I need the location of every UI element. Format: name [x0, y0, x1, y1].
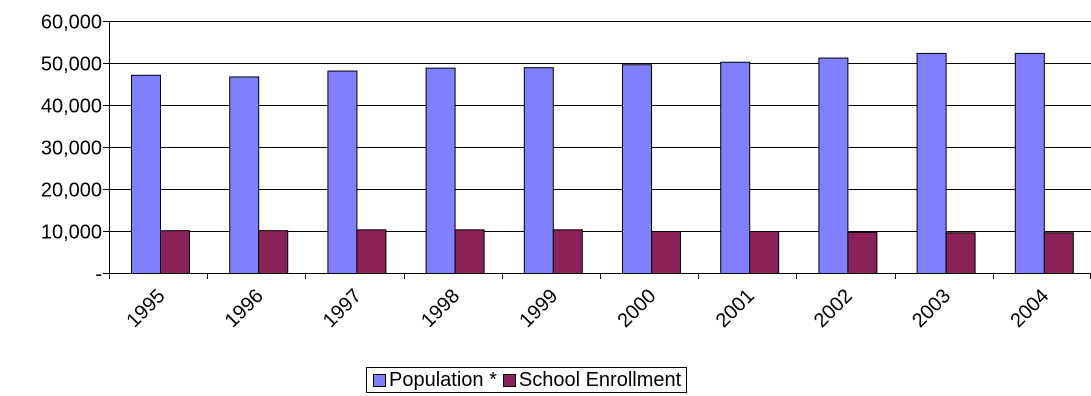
legend-swatch-population [373, 373, 386, 387]
legend-swatch-school-enrollment [502, 373, 516, 387]
y-tick-label: 60,000 [41, 12, 102, 34]
legend-item-school-enrollment: School Enrollment [502, 368, 682, 392]
bar-school-enrollment [1043, 232, 1074, 274]
legend-item-population: Population * [373, 369, 497, 392]
bar-school-enrollment [749, 231, 780, 274]
legend-label-school-enrollment: School Enrollment [518, 368, 682, 391]
bar-population [916, 52, 947, 274]
x-tick-label: 1996 [221, 285, 268, 332]
y-tick-label: 20,000 [41, 180, 102, 202]
y-tick-label: 40,000 [41, 96, 102, 118]
bar-population [818, 57, 849, 275]
y-tick-label: 50,000 [41, 54, 102, 76]
bar-school-enrollment [651, 231, 681, 274]
bars [131, 52, 1074, 275]
bar-school-enrollment [552, 229, 583, 275]
bar-school-enrollment [258, 230, 289, 275]
y-tick-label: - [95, 264, 102, 286]
x-tick-label: 1997 [319, 285, 366, 332]
bar-population [1014, 52, 1045, 274]
x-tick-label: 2001 [712, 285, 759, 332]
bar-population [131, 74, 161, 275]
bar-school-enrollment [356, 229, 387, 275]
x-tick-label: 1998 [417, 285, 464, 332]
x-axis-ticks: 1995 1996 1997 1998 1999 2000 2001 2002 2003 2004 [123, 285, 1054, 332]
y-tick-label: 30,000 [41, 138, 102, 160]
bar-school-enrollment [454, 229, 485, 275]
x-tick-label: 2003 [908, 285, 955, 332]
x-tick-label: 2000 [614, 285, 661, 332]
bar-school-enrollment [160, 230, 190, 275]
y-axis-ticks: - 10,000 20,000 30,000 40,000 50,000 60,000 [41, 12, 109, 286]
axes [109, 21, 1091, 279]
bar-population [229, 76, 260, 274]
bar-population [720, 61, 751, 274]
legend: Population * School Enrollment [366, 367, 688, 393]
x-tick-label: 2004 [1006, 285, 1053, 332]
bar-school-enrollment [847, 231, 878, 274]
x-tick-label: 2002 [810, 285, 857, 332]
bar-population [327, 70, 358, 274]
bar-population [622, 64, 652, 275]
y-tick-label: 10,000 [41, 222, 102, 244]
bar-school-enrollment [945, 232, 976, 274]
legend-label-population: Population * [389, 368, 497, 391]
bar-population [425, 67, 456, 275]
bar-population [523, 67, 554, 274]
x-tick-label: 1995 [123, 285, 170, 332]
x-tick-label: 1999 [515, 285, 562, 332]
